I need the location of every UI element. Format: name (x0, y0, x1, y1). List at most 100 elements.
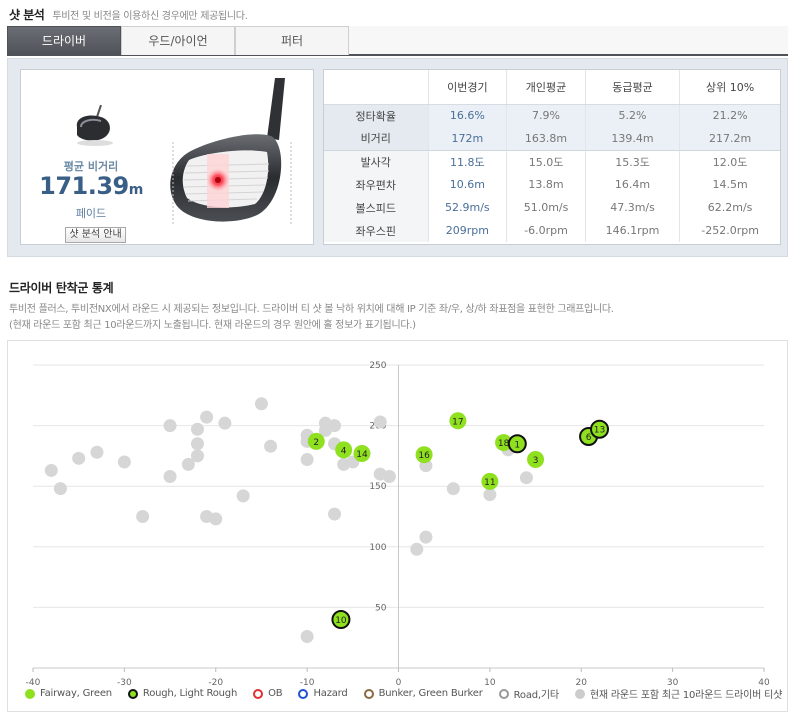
history-shot-point (190, 422, 204, 436)
hole-number-label: 18 (498, 439, 510, 449)
legend-label: Rough, Light Rough (142, 688, 238, 699)
history-shot-point (136, 510, 150, 523)
shot-type: 페이드 (75, 207, 107, 220)
legend-swatch (498, 688, 509, 699)
hole-number-label: 6 (586, 433, 592, 443)
tab-putter[interactable]: 퍼터 (235, 26, 349, 55)
history-shot-point (254, 397, 268, 411)
cell-peer: 47.3m/s (584, 196, 680, 219)
cell-personal: 15.0도 (506, 150, 586, 173)
shot-stats-table: 이번경기 개인평균 동급평균 상위 10% 정타확율 16.6% 7.9% 5.… (323, 69, 781, 245)
table-row: 좌우스핀 209rpm -6.0rpm 146.1rpm -252.0rpm (324, 219, 780, 242)
legend-label: Bunker, Green Burker (378, 688, 483, 699)
legend-swatch (298, 688, 309, 699)
table-row: 발사각 11.8도 15.0도 15.3도 12.0도 (324, 150, 780, 173)
row-label: 좌우편차 (324, 173, 428, 196)
cell-personal: -6.0rpm (506, 219, 586, 242)
x-tick-label: -40 (26, 678, 41, 688)
stats-header-peer: 동급평균 (584, 70, 680, 105)
y-tick-label: 50 (375, 603, 387, 613)
page-header: 샷 분석 투비전 및 비전을 이용하신 경우에만 제공됩니다. (9, 7, 248, 22)
fairway-shot-point (415, 446, 433, 464)
tab-driver[interactable]: 드라이버 (7, 26, 121, 55)
legend-item-road: Road,기타 (498, 686, 559, 701)
history-shot-point (328, 507, 342, 521)
cell-peer: 16.4m (584, 173, 680, 196)
cell-current: 10.6m (427, 173, 507, 196)
hole-number-label: 1 (514, 440, 520, 450)
tab-wood-iron[interactable]: 우드/아이언 (121, 26, 235, 55)
history-shot-point (410, 542, 424, 556)
cell-peer: 139.4m (584, 127, 680, 151)
cell-top: -252.0rpm (679, 219, 780, 242)
section-note: (현재 라운드 포함 최근 10라운드까지 노출됩니다. 현재 라운드의 경우 … (9, 320, 416, 331)
scatter-plot: -40-30-20-100102030405010015020025017241… (26, 361, 770, 688)
legend-swatch (127, 688, 138, 699)
cell-current: 52.9m/s (427, 196, 507, 219)
cell-top: 217.2m (679, 127, 780, 151)
row-label: 비거리 (324, 127, 428, 151)
fairway-shot-point (335, 441, 353, 459)
x-tick-label: 20 (576, 678, 588, 688)
history-shot-point (163, 419, 177, 433)
cell-top: 62.2m/s (679, 196, 780, 219)
x-tick-label: 40 (758, 678, 770, 688)
legend-swatch (25, 688, 35, 699)
cell-current: 16.6% (427, 104, 507, 127)
cell-peer: 146.1rpm (584, 219, 680, 242)
avg-distance-value: 171.39m (21, 172, 161, 200)
row-label: 볼스피드 (324, 196, 428, 219)
legend-label: Hazard (313, 688, 348, 699)
legend-item-history: 현재 라운드 포함 최근 10라운드 드라이버 티샷 (574, 686, 782, 701)
summary-panel: 평균 비거리 171.39m 페이드 샷 분석 안내 (7, 58, 788, 257)
y-tick-label: 100 (369, 543, 386, 553)
history-shot-point (236, 489, 250, 503)
cell-current: 209rpm (427, 219, 507, 242)
hole-number-label: 14 (356, 450, 368, 460)
shot-analysis-guide-button[interactable]: 샷 분석 안내 (65, 227, 126, 243)
driver-face-impact-icon (170, 78, 292, 226)
x-tick-label: 0 (396, 678, 402, 688)
stats-header-personal: 개인평균 (506, 70, 586, 105)
history-shot-point (163, 470, 177, 484)
fairway-shot-point (449, 412, 467, 430)
legend-item-rough: Rough, Light Rough (127, 688, 238, 699)
history-shot-point (209, 512, 223, 526)
table-row: 정타확율 16.6% 7.9% 5.2% 21.2% (324, 104, 780, 127)
landing-scatter-chart: -40-30-20-100102030405010015020025017241… (7, 340, 788, 712)
table-row: 비거리 172m 163.8m 139.4m 217.2m (324, 127, 780, 151)
y-tick-label: 150 (369, 482, 386, 492)
cell-current: 172m (427, 127, 507, 151)
cell-current: 11.8도 (427, 150, 507, 173)
cell-personal: 13.8m (506, 173, 586, 196)
driver-club-icon (76, 105, 113, 146)
cell-top: 21.2% (679, 104, 780, 127)
table-row: 볼스피드 52.9m/s 51.0m/s 47.3m/s 62.2m/s (324, 196, 780, 219)
hole-number-label: 10 (335, 616, 347, 626)
history-shot-point (264, 439, 278, 453)
history-shot-point (72, 451, 86, 465)
history-shot-point (190, 437, 204, 451)
rough-shot-point (507, 434, 527, 454)
stats-header-current: 이번경기 (427, 70, 507, 105)
x-tick-label: -30 (117, 678, 132, 688)
history-shot-point (90, 445, 104, 459)
chart-legend: Fairway, Green Rough, Light Rough OB Haz… (25, 686, 798, 701)
legend-item-hazard: Hazard (298, 688, 348, 699)
legend-swatch (253, 688, 264, 699)
history-shot-point (190, 449, 204, 463)
row-label: 발사각 (324, 150, 428, 173)
history-shot-point (44, 463, 58, 477)
row-label: 좌우스핀 (324, 219, 428, 242)
legend-label: Road,기타 (513, 690, 559, 701)
history-shot-point (382, 470, 396, 484)
x-tick-label: 30 (667, 678, 679, 688)
history-shot-point (373, 415, 387, 429)
hole-number-label: 13 (594, 426, 605, 436)
avg-distance-label: 평균 비거리 (63, 160, 119, 173)
distance-summary: 평균 비거리 171.39m 페이드 샷 분석 안내 (20, 69, 314, 245)
x-tick-label: -10 (300, 678, 315, 688)
rough-shot-point (331, 610, 351, 630)
legend-item-bunker: Bunker, Green Burker (363, 688, 483, 699)
history-shot-point (483, 488, 497, 502)
